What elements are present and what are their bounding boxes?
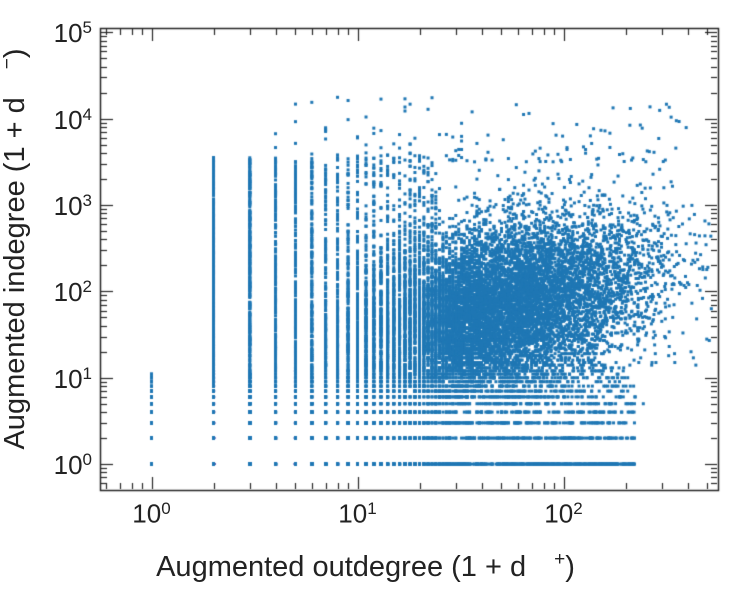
x-tick-label-10e0: 100 bbox=[132, 498, 171, 529]
y-tick-label-10e5: 105 bbox=[53, 18, 92, 49]
y-axis-title-text: Augmented indegree (1 + d bbox=[0, 97, 31, 450]
y-axis-title-superscript: − bbox=[0, 58, 18, 69]
x-tick-label-10e2: 102 bbox=[544, 498, 583, 529]
x-tick-label-10e1: 101 bbox=[338, 498, 377, 529]
y-tick-label-10e3: 103 bbox=[53, 190, 92, 221]
x-axis-title: Augmented outdegree (1 + d +) bbox=[0, 549, 731, 584]
y-axis-title-close: ) bbox=[0, 48, 31, 59]
y-tick-label-10e2: 102 bbox=[53, 277, 92, 308]
y-tick-label-10e4: 104 bbox=[53, 104, 92, 135]
y-axis-title: Augmented indegree (1 + d −) bbox=[0, 0, 37, 549]
y-tick-label-10e1: 101 bbox=[53, 363, 92, 394]
y-tick-label-10e0: 100 bbox=[53, 449, 92, 480]
x-axis-title-superscript: + bbox=[554, 549, 566, 570]
x-axis-title-text: Augmented outdegree (1 + d bbox=[156, 551, 527, 583]
x-axis-title-close: ) bbox=[565, 551, 575, 583]
